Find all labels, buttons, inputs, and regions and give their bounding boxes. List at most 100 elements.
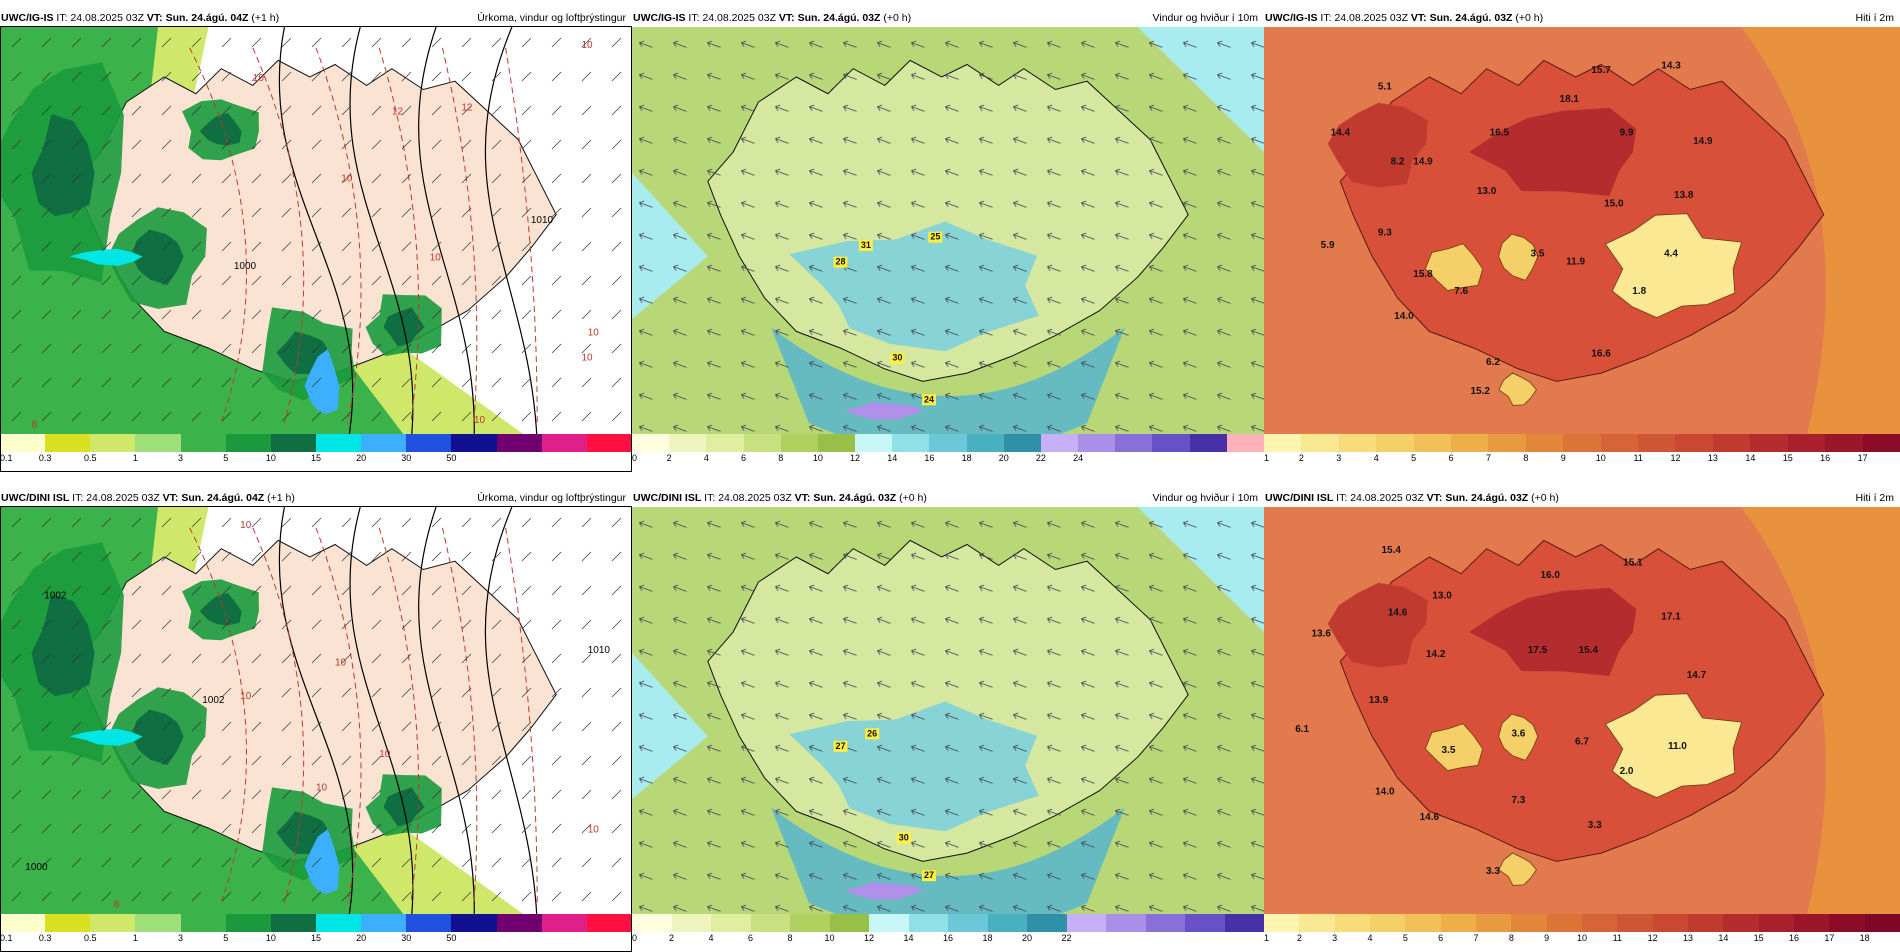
colorbar-tick: 12	[1647, 933, 1658, 943]
colorbar-swatch	[1413, 434, 1452, 452]
temperature-label: 3.3	[1588, 820, 1602, 831]
colorbar-swatch	[496, 914, 542, 932]
contour-label: 10	[240, 520, 252, 531]
colorbar-tick: 16	[942, 933, 954, 943]
colorbar	[0, 434, 632, 452]
colorbar-swatch	[361, 434, 407, 452]
temperature-label: 17.1	[1661, 612, 1681, 623]
lead-time: (+0 h)	[899, 492, 927, 504]
colorbar-swatch	[541, 914, 587, 932]
colorbar-tick: 8	[1508, 933, 1514, 943]
colorbar-tick: 3	[178, 453, 184, 463]
colorbar-swatch	[1488, 434, 1526, 452]
colorbar-swatch	[869, 914, 909, 932]
colorbar-swatch	[1264, 914, 1300, 932]
temperature-label: 13.9	[1369, 695, 1389, 706]
colorbar-swatch	[270, 914, 316, 932]
panel-precip-igis: UWC/IG-IS IT: 24.08.2025 03Z VT: Sun. 24…	[0, 10, 632, 472]
colorbar-tick: 4	[703, 453, 709, 463]
map-title: Úrkoma, vindur og loftþrýstingur	[477, 12, 626, 24]
colorbar-swatch	[632, 434, 670, 452]
colorbar-swatch	[1638, 434, 1676, 452]
colorbar-tick: 9	[1560, 453, 1566, 463]
colorbar-swatch	[1723, 914, 1759, 932]
colorbar-tick: 16	[1788, 933, 1800, 943]
temperature-map[interactable]: 15.4 15.1 16.0 13.0 14.6 17.1 13.6 14.2 17.5 15.4…	[1264, 507, 1900, 924]
colorbar-tick: 0	[632, 453, 638, 463]
valid-time: Sun. 24.ágú. 04Z	[165, 12, 249, 24]
it-label: IT:	[704, 492, 716, 504]
temperature-label: 15.7	[1591, 65, 1611, 76]
map-title: Hiti í 2m	[1855, 492, 1894, 504]
colorbar-swatch	[829, 914, 869, 932]
colorbar-ticks: 0.1 0.3 0.5 1 3 5 10 15 20 30 50	[0, 453, 632, 465]
colorbar-swatch	[0, 434, 46, 452]
map-canvas: 15.4 15.1 16.0 13.0 14.6 17.1 13.6 14.2 17.5 15.4…	[1264, 507, 1900, 924]
temperature-label: 14.4	[1331, 127, 1351, 138]
temperature-label: 6.7	[1575, 737, 1589, 748]
colorbar-swatch	[750, 914, 790, 932]
temperature-label: 16.6	[1591, 348, 1611, 359]
colorbar-swatch	[1750, 434, 1788, 452]
colorbar-tick: 30	[401, 933, 412, 943]
colorbar-tick: 24	[1073, 453, 1084, 463]
colorbar-tick: 5	[223, 933, 229, 943]
colorbar-tick: 4	[708, 933, 714, 943]
panel-header: UWC/IG-IS IT: 24.08.2025 03Z VT: Sun. 24…	[1264, 10, 1900, 27]
temperature-label: 18.1	[1560, 94, 1580, 105]
colorbar	[632, 434, 1264, 452]
colorbar-swatch	[90, 434, 136, 452]
wind-map[interactable]: 28 31 25 30 24	[632, 27, 1264, 444]
colorbar-tick: 6	[1448, 453, 1454, 463]
it-label: IT:	[72, 492, 84, 504]
colorbar	[1264, 434, 1900, 452]
colorbar-swatch	[1829, 914, 1865, 932]
precip-map[interactable]: 10 10 12 12 10 10 10 10 1000 8 10 1010	[0, 27, 632, 444]
colorbar-tick: 30	[401, 453, 412, 463]
contour-label: 10	[474, 415, 486, 426]
colorbar-swatch	[180, 434, 226, 452]
colorbar-tick: 1	[1264, 933, 1270, 943]
model-name: UWC/IG-IS	[633, 12, 686, 24]
vt-label: VT:	[778, 12, 795, 24]
colorbar-tick: 12	[863, 933, 875, 943]
temperature-label: 7.6	[1454, 286, 1468, 297]
colorbar-tick: 0	[632, 933, 638, 943]
temperature-map[interactable]: 5.1 15.7 14.3 14.4 18.1 8.2 16.5 14.9 9.9 14.9 13.…	[1264, 27, 1900, 444]
colorbar-swatch	[1758, 914, 1794, 932]
contour-label: 12	[392, 107, 404, 118]
it-label: IT:	[56, 12, 68, 24]
panel-header: UWC/DINI ISL IT: 24.08.2025 03Z VT: Sun.…	[0, 490, 632, 507]
model-name: UWC/DINI ISL	[1265, 492, 1334, 504]
colorbar-tick: 6	[1438, 933, 1444, 943]
colorbar-swatch	[361, 914, 407, 932]
vt-label: VT:	[146, 12, 163, 24]
wind-map[interactable]: 27 26 30 27	[632, 507, 1264, 924]
colorbar-swatch	[1600, 434, 1639, 452]
precip-map[interactable]: 10 1002 1000 10 1010 10 10 1002 8 10 10	[0, 507, 632, 924]
vt-label: VT:	[794, 492, 811, 504]
colorbar-swatch	[1152, 434, 1190, 452]
temperature-label: 8.2	[1391, 157, 1405, 168]
lead-time: (+0 h)	[883, 12, 912, 24]
colorbar-tick: 8	[787, 933, 793, 943]
temperature-label: 14.9	[1693, 136, 1713, 147]
colorbar-swatch	[45, 434, 91, 452]
colorbar-tick: 10	[1595, 453, 1606, 463]
temperature-label: 13.8	[1674, 190, 1694, 201]
colorbar-tick: 18	[982, 933, 993, 943]
colorbar-swatch	[1369, 914, 1406, 932]
temperature-label: 14.0	[1375, 787, 1395, 798]
colorbar-swatch	[1546, 914, 1582, 932]
colorbar-tick: 11	[1612, 933, 1622, 943]
panel-temp-igis: UWC/IG-IS IT: 24.08.2025 03Z VT: Sun. 24…	[1264, 10, 1900, 465]
temperature-label: 3.5	[1441, 745, 1455, 756]
temperature-label: 6.2	[1486, 357, 1500, 368]
colorbar-swatch	[541, 434, 587, 452]
colorbar-tick: 2	[1298, 453, 1304, 463]
panel-wind-igis: UWC/IG-IS IT: 24.08.2025 03Z VT: Sun. 24…	[632, 10, 1264, 465]
temperature-label: 15.4	[1381, 545, 1401, 556]
colorbar-swatch	[1145, 914, 1185, 932]
colorbar-swatch	[1040, 434, 1079, 452]
